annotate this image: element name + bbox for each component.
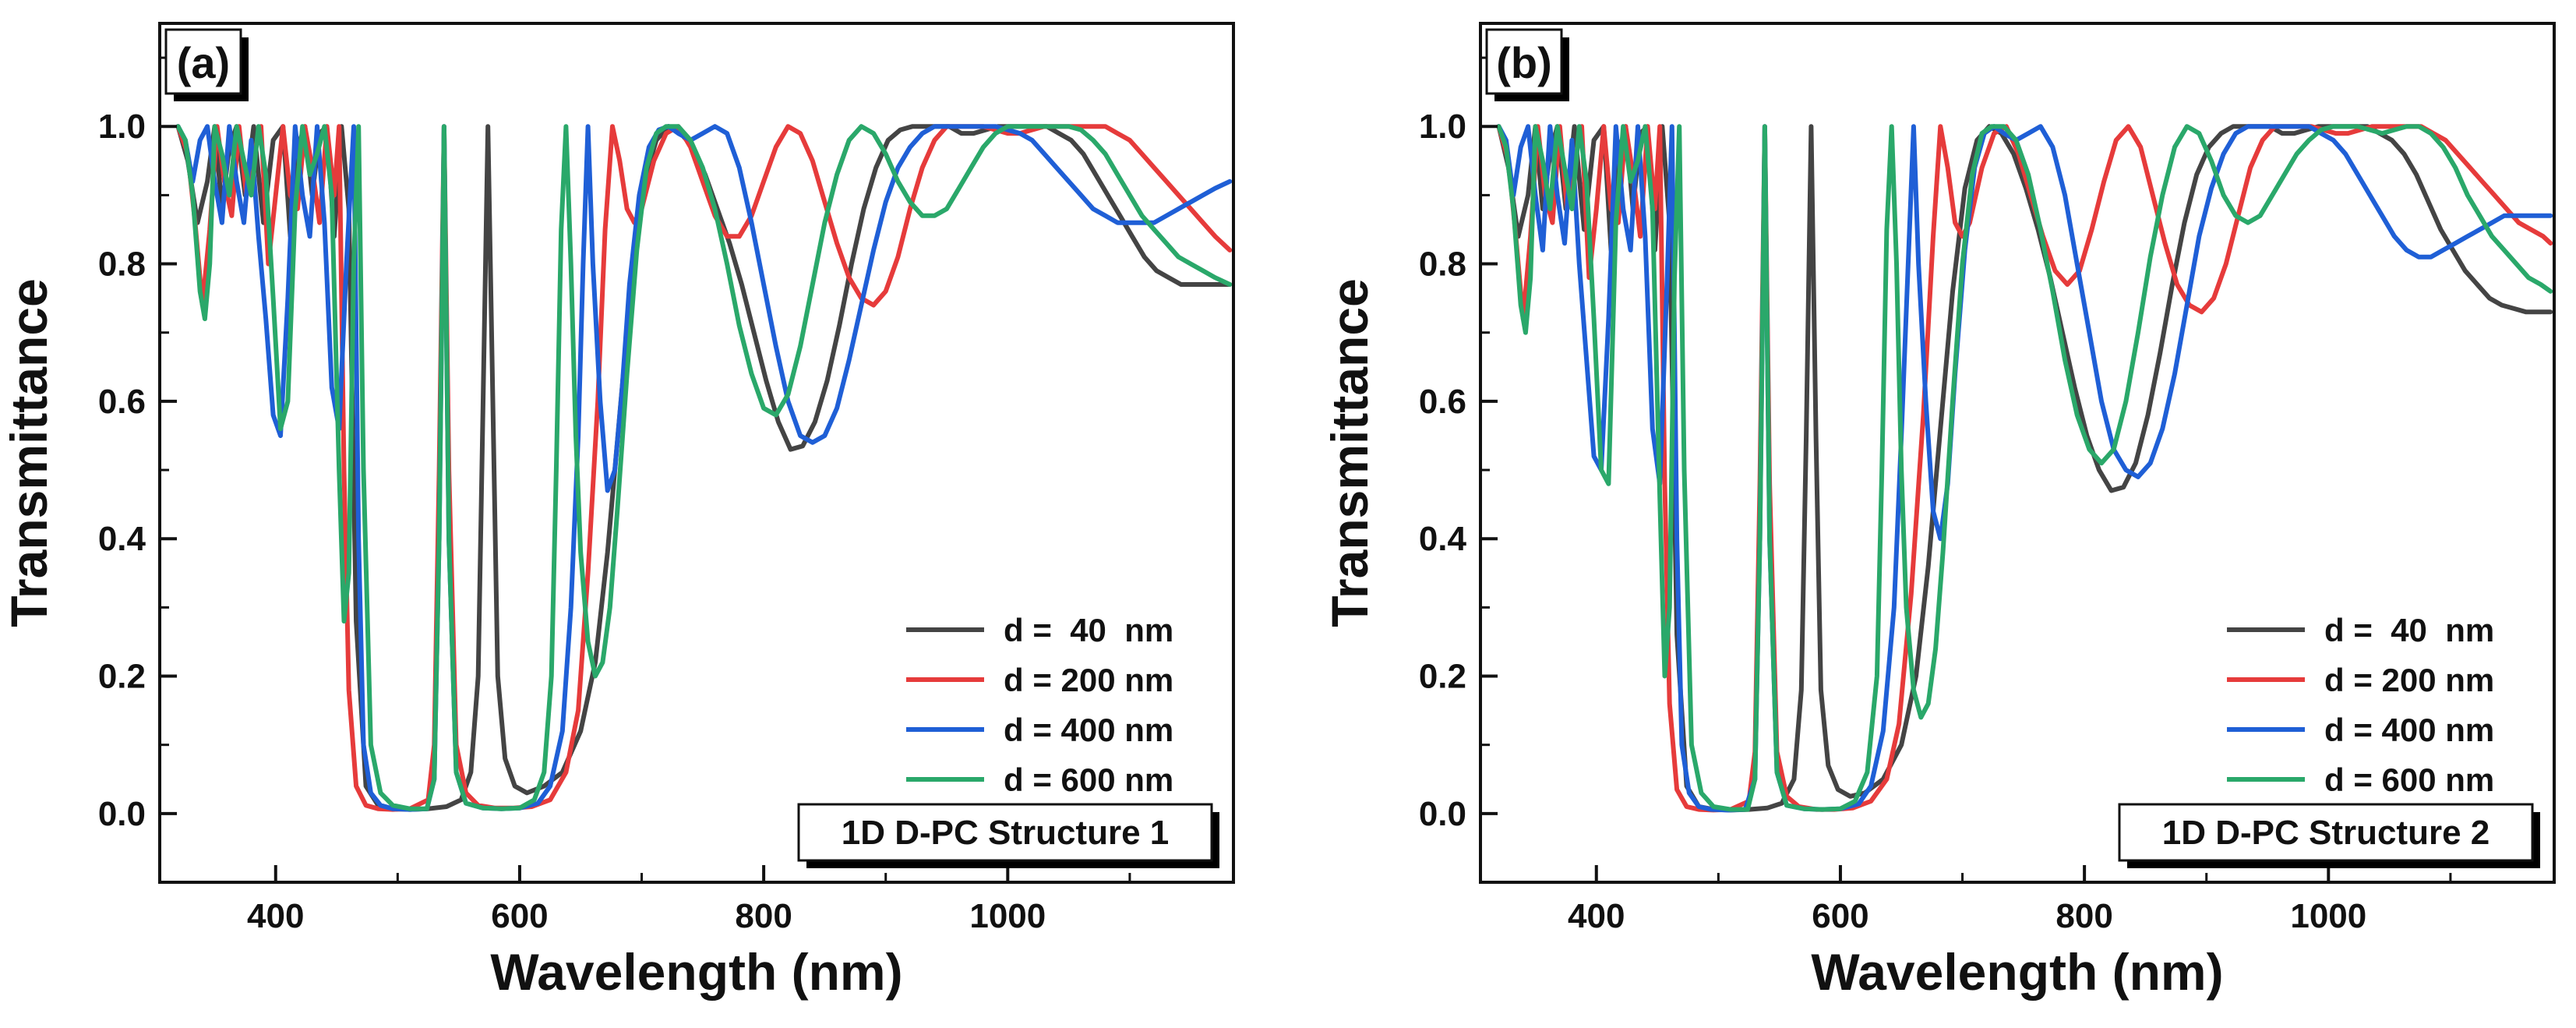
x-tick-label: 800 — [2056, 897, 2112, 935]
x-tick-label: 400 — [1568, 897, 1625, 935]
structure-label: 1D D-PC Structure 1 — [842, 814, 1170, 852]
legend-entry-2: d = 200 nm — [1004, 662, 1173, 698]
structure-label: 1D D-PC Structure 2 — [2162, 814, 2490, 852]
legend-entry-2: d = 200 nm — [2324, 662, 2494, 698]
y-tick-label: 0.0 — [98, 795, 146, 833]
legend-entry-1: d = 40 nm — [1004, 612, 1173, 648]
y-tick-label: 1.0 — [98, 108, 146, 146]
y-tick-label: 0.4 — [1419, 520, 1467, 558]
y-tick-label: 0.6 — [98, 383, 146, 421]
y-axis-title: Transmittance — [0, 278, 58, 627]
panel-label-box — [1485, 28, 1563, 95]
structure-label-box — [797, 803, 1213, 862]
series-line-3 — [175, 124, 1233, 812]
x-tick-label: 600 — [491, 897, 548, 935]
legend-entry-4: d = 600 nm — [1004, 761, 1173, 798]
legend-entry-3: d = 400 nm — [1004, 712, 1173, 748]
y-tick-label: 0.2 — [98, 658, 146, 696]
legend-entry-1: d = 40 nm — [2324, 612, 2494, 648]
chart-panel-b: 400 600 800 1000 0.0 0.2 0.4 0.6 0.8 1.0 Wavelengt… — [1321, 22, 2556, 1001]
x-axis-title: Wavelength (nm) — [490, 943, 902, 1001]
series-group — [1496, 124, 2553, 813]
x-tick-label: 800 — [735, 897, 792, 935]
y-tick-label: 0.8 — [1419, 246, 1466, 284]
series-line-4 — [1496, 124, 2553, 812]
y-tick-label: 0.8 — [98, 246, 146, 284]
plot-frame — [1479, 22, 2556, 884]
y-tick-label: 1.0 — [1419, 108, 1466, 146]
x-tick-label: 400 — [247, 897, 304, 935]
panel-label: (b) — [1496, 38, 1552, 87]
series-group — [175, 124, 1233, 812]
plot-frame — [158, 22, 1235, 884]
y-tick-label: 0.4 — [98, 520, 146, 558]
y-tick-label: 0.2 — [1419, 658, 1466, 696]
x-axis-title: Wavelength (nm) — [1811, 943, 2223, 1001]
y-tick-label: 0.0 — [1419, 795, 1466, 833]
x-tick-label: 1000 — [969, 897, 1046, 935]
panel-label-box — [164, 28, 242, 95]
series-line-4 — [175, 124, 1233, 811]
x-tick-label: 600 — [1812, 897, 1868, 935]
legend-entry-3: d = 400 nm — [2324, 712, 2494, 748]
series-line-1 — [175, 124, 1233, 812]
y-tick-label: 0.6 — [1419, 383, 1466, 421]
legend-entry-4: d = 600 nm — [2324, 761, 2494, 798]
panel-label: (a) — [177, 38, 230, 87]
chart-panel-a: 400 600 800 1000 0.0 0.2 0.4 0.6 0.8 1.0 Wavelengt… — [0, 22, 1235, 1001]
y-axis-title: Transmittance — [1321, 278, 1378, 627]
x-tick-label: 1000 — [2290, 897, 2366, 935]
structure-label-box — [2118, 803, 2534, 862]
